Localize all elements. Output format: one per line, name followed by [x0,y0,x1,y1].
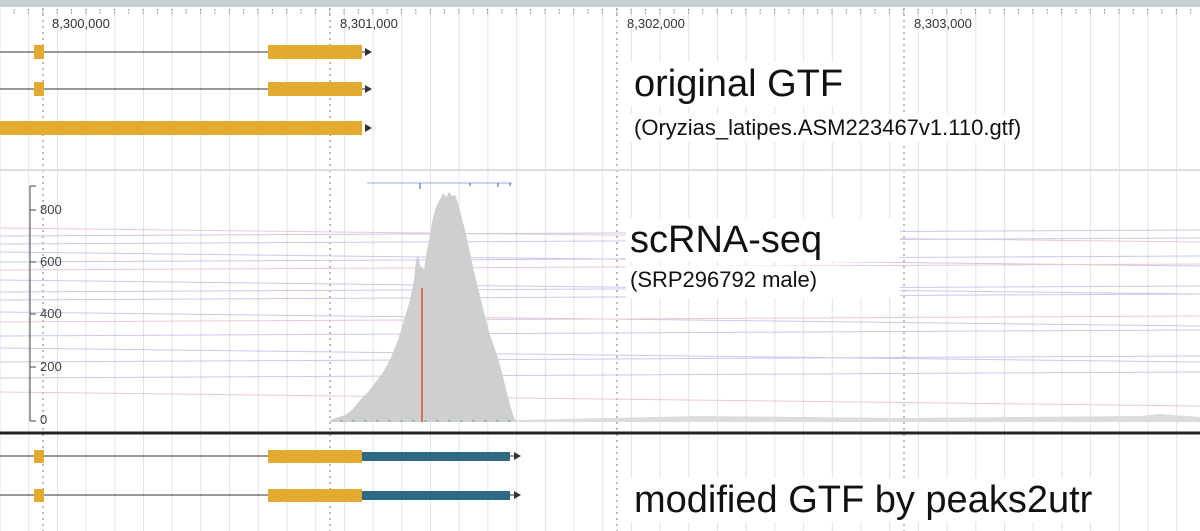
sashimi-arc [0,227,1200,243]
ruler-tick-8303000: 8,303,000 [914,16,972,31]
ruler-tick-8301000: 8,301,000 [340,16,398,31]
coverage-title: scRNA-seq [626,218,900,262]
original-gtf-transcript-1 [0,45,372,59]
original-gtf-transcript-2 [0,82,372,96]
sashimi-arc [0,355,1200,363]
sashimi-arc [0,371,1200,379]
ruler-strip [0,0,1200,7]
coverage-subtitle: (SRP296792 male) [626,266,900,298]
y-tick-600: 600 [40,254,62,269]
sashimi-arc [0,391,1200,407]
coverage-y-axis [29,185,36,422]
y-tick-0: 0 [40,412,48,427]
y-tick-800: 800 [40,202,62,217]
original-gtf-transcript-3 [0,121,372,135]
ruler-tick-8300000: 8,300,000 [52,16,110,31]
modified-gtf-transcript-2 [0,489,521,502]
modified-gtf-transcript-1 [0,450,521,463]
sashimi-arc [0,285,1200,293]
y-tick-400: 400 [40,306,62,321]
sashimi-arc [0,255,1200,263]
y-tick-200: 200 [40,359,62,374]
sashimi-arc [0,315,1200,323]
sashimi-arc [0,263,1200,271]
coverage-baseline-noise [510,414,1200,422]
sashimi-arc [0,237,1200,245]
sashimi-arcs [0,227,1200,407]
original-gtf-subtitle: (Oryzias_latipes.ASM223467v1.110.gtf) [630,114,1026,142]
junction-markers [367,182,512,189]
sashimi-arc [0,229,1200,237]
sashimi-arc [0,329,1200,337]
sashimi-arc [0,347,1200,363]
coverage-histogram [330,192,518,422]
modified-gtf-title: modified GTF by peaks2utr [630,478,1097,522]
sashimi-arc [0,279,1200,295]
sashimi-arc [0,293,1200,301]
ruler-tick-8302000: 8,302,000 [627,16,685,31]
original-gtf-title: original GTF [630,62,848,106]
